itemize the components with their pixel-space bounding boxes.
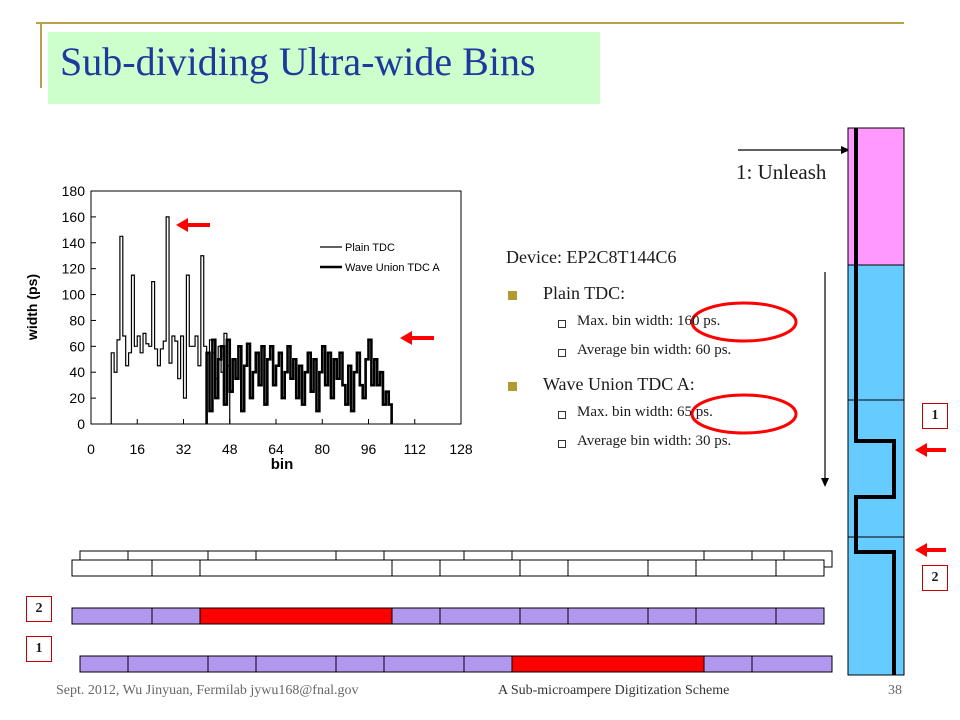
bullet-marker [508, 291, 517, 300]
bin-cell [703, 655, 753, 673]
step-box-right-2: 2 [922, 565, 948, 591]
x-tick-label: 112 [404, 441, 427, 457]
bullet-label-wave-union: Wave Union TDC A: [543, 374, 695, 394]
x-tick-label: 0 [87, 441, 95, 457]
sub-bullet-marker [558, 440, 566, 448]
title-banner [48, 32, 600, 104]
red-arrow-step-1 [915, 443, 946, 457]
bin-cell [391, 559, 441, 577]
y-tick-label: 100 [62, 287, 86, 303]
bin-cell [151, 559, 201, 577]
plain-max-bin: Max. bin width: 160 ps. [577, 313, 721, 329]
bin-row-violet-2 [71, 607, 825, 625]
bin-cell [695, 559, 777, 577]
y-axis-title: width (ps) [24, 274, 40, 341]
series-wave-union-tdc-a [205, 338, 393, 424]
gold-rule-top [36, 22, 904, 24]
bin-cell [127, 655, 209, 673]
bin-cell [207, 655, 257, 673]
bin-cell [391, 607, 441, 625]
wave-union-trace [854, 128, 896, 675]
bin-row-offset [71, 559, 825, 577]
page-title: Sub-dividing Ultra-wide Bins [60, 39, 536, 84]
bin-cell [71, 607, 153, 625]
y-tick-label: 40 [69, 364, 85, 380]
y-tick-label: 80 [69, 312, 85, 328]
bin-cell [335, 655, 385, 673]
bin-cell [463, 655, 513, 673]
x-tick-label: 48 [222, 441, 238, 457]
bin-cell [647, 559, 697, 577]
width-chart: 0 20 40 60 80 100 120 140 160 180 0 16 32 48 64 80 96 11… [24, 183, 473, 473]
bin-cell [567, 607, 649, 625]
wave-union-max-bin: Max. bin width: 65 ps. [577, 404, 713, 420]
highlight-ellipse-wave-union-max [690, 393, 798, 435]
bin-cell [775, 559, 825, 577]
x-tick-label: 96 [361, 441, 377, 457]
delay-column [847, 127, 905, 676]
y-tick-group: 0 20 40 60 80 100 120 140 160 180 [62, 183, 96, 432]
x-tick-group: 0 16 32 48 64 80 96 112 128 [87, 419, 473, 457]
bin-cell [383, 655, 465, 673]
red-arrow-step-2 [915, 543, 946, 557]
step-box-left-1: 1 [26, 636, 52, 662]
bin-cell [567, 559, 649, 577]
plain-average-bin: Average bin width: 60 ps. [577, 342, 732, 358]
bin-cell [439, 607, 521, 625]
legend-label-plain: Plain TDC [345, 242, 395, 254]
footer-author: Sept. 2012, Wu Jinyuan, Fermilab jywu168… [56, 683, 359, 698]
bin-cell [199, 559, 393, 577]
unleash-pointer-arrow [738, 146, 850, 154]
bin-cell [647, 607, 697, 625]
y-tick-label: 160 [62, 209, 86, 225]
bin-cell [519, 607, 569, 625]
red-arrow-max-plain [176, 218, 210, 232]
y-tick-label: 120 [62, 261, 86, 277]
series-plain-tdc [110, 216, 231, 424]
x-tick-label: 32 [176, 441, 192, 457]
bullet-label-plain: Plain TDC: [543, 283, 626, 303]
red-arrow-max-wave-union [400, 331, 434, 345]
bin-cell [511, 655, 705, 673]
bin-cell [199, 607, 393, 625]
footer-page-number: 38 [888, 683, 902, 698]
x-tick-label: 64 [268, 441, 284, 457]
step-box-left-2: 2 [26, 596, 52, 622]
legend-label-wave-union: Wave Union TDC A [345, 262, 440, 274]
footer-talk-title: A Sub-microampere Digitization Scheme [498, 683, 730, 698]
y-tick-label: 20 [69, 390, 85, 406]
sub-bullet-marker [558, 320, 566, 328]
highlight-ellipse-plain-max [690, 301, 798, 343]
x-tick-label: 16 [129, 441, 145, 457]
y-tick-label: 0 [77, 416, 85, 432]
bin-cell [751, 655, 833, 673]
y-tick-label: 140 [62, 235, 86, 251]
bin-cell [71, 559, 153, 577]
bin-cell [151, 607, 201, 625]
step-box-right-1: 1 [922, 403, 948, 429]
device-line: Device: EP2C8T144C6 [506, 247, 677, 267]
wave-union-average-bin: Average bin width: 30 ps. [577, 433, 732, 449]
x-tick-label: 128 [449, 441, 473, 457]
unleash-label: 1: Unleash [736, 160, 827, 184]
gold-rule-left [40, 22, 42, 88]
x-tick-label: 80 [314, 441, 330, 457]
bin-cell [255, 655, 337, 673]
y-tick-label: 60 [69, 338, 85, 354]
bin-cell [695, 607, 777, 625]
bin-cell [775, 607, 825, 625]
plot-area [90, 190, 462, 425]
sub-bullet-marker [558, 411, 566, 419]
bullet-marker [508, 382, 517, 391]
bin-cell [439, 559, 521, 577]
bin-row-violet-1 [79, 655, 833, 673]
bin-diagram [71, 550, 833, 673]
y-tick-label: 180 [62, 183, 86, 199]
sub-bullet-marker [558, 349, 566, 357]
down-pointer-arrow [821, 272, 829, 487]
x-axis-title: bin [271, 456, 294, 473]
bin-cell [519, 559, 569, 577]
bin-cell [79, 655, 129, 673]
